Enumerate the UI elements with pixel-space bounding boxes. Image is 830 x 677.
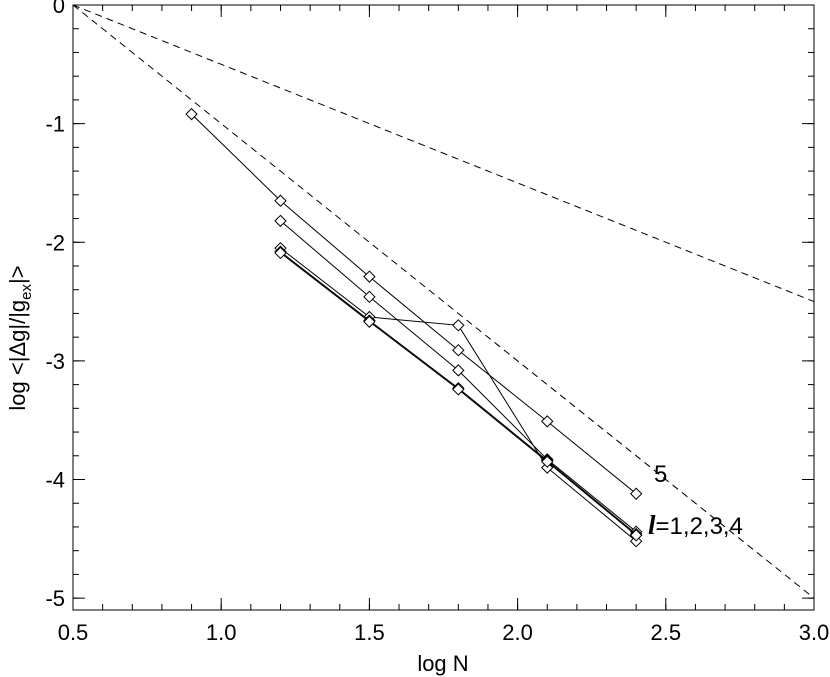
data-point <box>274 214 287 228</box>
series-group <box>185 107 643 548</box>
axes: 0.5 1.0 1.5 2.0 2.5 3.0 0 -1 -2 -3 -4 -5 <box>45 0 829 645</box>
reference-line-1 <box>72 4 815 303</box>
x-tick-label: 1.5 <box>354 620 385 645</box>
x-tick-label: 2.5 <box>651 620 682 645</box>
data-point <box>452 364 465 377</box>
y-axis-label: log <|Δg|/|gex|> <box>5 265 35 410</box>
x-tick-label: 1.0 <box>206 620 237 645</box>
annotation-series-5: 5 <box>654 461 667 488</box>
plot-frame <box>72 4 815 611</box>
data-point <box>363 315 376 328</box>
data-point <box>274 194 287 207</box>
data-point <box>452 383 465 396</box>
l-values: =1,2,3,4 <box>656 513 743 540</box>
reference-lines <box>72 4 815 599</box>
series-5 <box>274 246 643 542</box>
y-tick-label: -1 <box>45 112 65 137</box>
y-tick-label: -3 <box>45 349 65 374</box>
data-point <box>452 343 465 357</box>
x-tick-label: 2.0 <box>502 620 533 645</box>
y-tick-label: -5 <box>45 586 65 611</box>
x-axis-label: log N <box>417 651 468 676</box>
data-point <box>629 487 643 500</box>
y-tick-label: -2 <box>45 230 65 255</box>
series-1 <box>185 107 643 500</box>
data-point <box>541 455 554 468</box>
reference-line-2 <box>72 4 815 599</box>
x-tick-label: 3.0 <box>799 620 830 645</box>
y-tick-label: -4 <box>45 468 65 493</box>
y-tick-label: 0 <box>53 0 65 18</box>
series-2 <box>274 214 643 538</box>
data-point <box>363 290 376 304</box>
x-tick-label: 0.5 <box>58 620 89 645</box>
l-symbol: l <box>648 510 656 540</box>
series-1-line <box>191 113 637 495</box>
data-point <box>452 319 465 332</box>
data-point <box>541 415 554 428</box>
data-point <box>274 246 287 260</box>
annotation-l-values: l=1,2,3,4 <box>648 510 743 540</box>
data-point <box>363 270 376 283</box>
data-point <box>185 107 198 121</box>
data-point <box>629 529 643 542</box>
